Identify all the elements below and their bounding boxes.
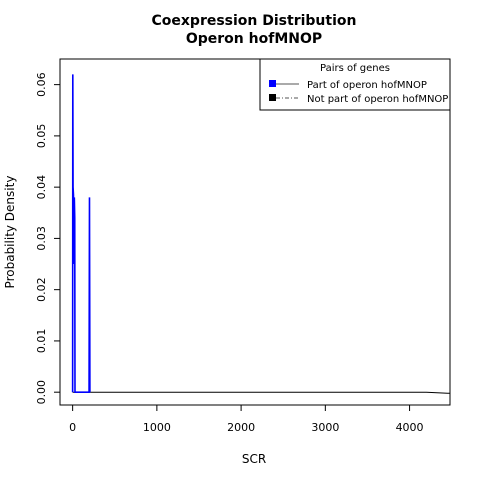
y-tick-label: 0.03 bbox=[35, 226, 48, 251]
x-axis: 0 1000 2000 3000 4000 bbox=[69, 405, 424, 434]
x-tick-label: 1000 bbox=[143, 421, 171, 434]
y-tick-label: 0.04 bbox=[35, 175, 48, 200]
x-tick-label: 0 bbox=[69, 421, 76, 434]
plot-frame bbox=[59, 58, 451, 406]
legend-label-part: Part of operon hofMNOP bbox=[307, 80, 427, 91]
legend-title: Pairs of genes bbox=[320, 63, 390, 74]
series-line bbox=[72, 391, 450, 394]
legend-swatch-not-part bbox=[269, 94, 276, 101]
y-axis: 0.00 0.01 0.02 0.03 0.04 0.05 0.06 bbox=[35, 72, 60, 404]
x-axis-label: SCR bbox=[242, 452, 266, 466]
y-tick-label: 0.06 bbox=[35, 72, 48, 97]
y-tick-label: 0.02 bbox=[35, 277, 48, 302]
y-axis-label: Probability Density bbox=[3, 176, 17, 289]
x-tick-label: 4000 bbox=[396, 421, 424, 434]
series-line bbox=[71, 74, 91, 393]
legend-swatch-part bbox=[269, 80, 276, 87]
series-layer bbox=[71, 74, 450, 394]
legend-label-not-part: Not part of operon hofMNOP bbox=[307, 94, 448, 105]
y-tick-label: 0.05 bbox=[35, 124, 48, 149]
legend: Pairs of genes Part of operon hofMNOP No… bbox=[259, 58, 451, 111]
x-tick-label: 2000 bbox=[227, 421, 255, 434]
chart-title: Coexpression Distribution bbox=[152, 13, 357, 29]
x-tick-label: 3000 bbox=[311, 421, 339, 434]
y-tick-label: 0.01 bbox=[35, 329, 48, 354]
chart-subtitle: Operon hofMNOP bbox=[186, 31, 322, 47]
y-tick-label: 0.00 bbox=[35, 380, 48, 405]
